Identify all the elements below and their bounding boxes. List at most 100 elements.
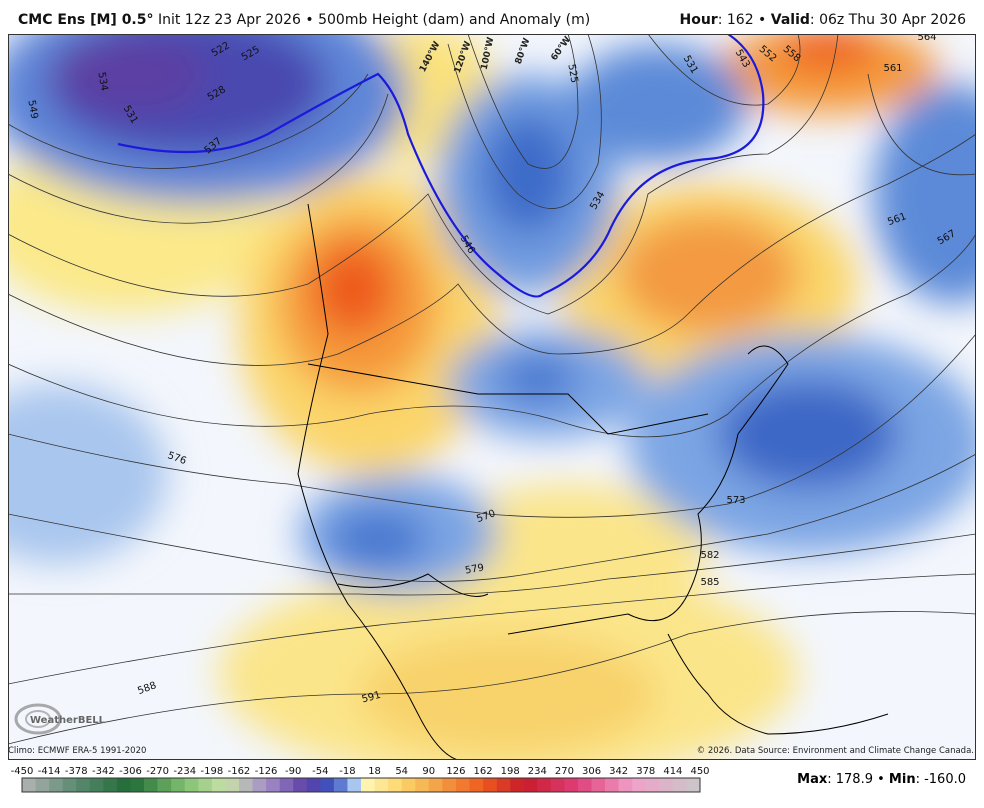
colorbar-label: 18	[368, 766, 381, 777]
colorbar-label: -378	[65, 766, 88, 777]
contour-label: 549	[25, 99, 39, 120]
colorbar-swatch	[198, 778, 213, 792]
contour-label: 525	[565, 63, 579, 84]
colorbar-swatch	[293, 778, 308, 792]
colorbar-label: 234	[528, 766, 547, 777]
colorbar-swatch	[550, 778, 565, 792]
colorbar-swatch	[184, 778, 199, 792]
colorbar-label: 378	[636, 766, 655, 777]
colorbar-swatch	[279, 778, 294, 792]
colorbar-swatch	[171, 778, 186, 792]
header-right: Hour: 162 • Valid: 06z Thu 30 Apr 2026	[680, 12, 967, 28]
hour-value: : 162 •	[717, 12, 771, 28]
contour-label: 585	[700, 577, 719, 588]
colorbar-swatch	[591, 778, 606, 792]
contour-label: 564	[917, 34, 936, 43]
min-value: : -160.0	[915, 772, 966, 787]
colorbar-swatch	[605, 778, 619, 792]
colorbar-swatch	[496, 778, 511, 792]
contour	[467, 34, 579, 169]
colorbar-label: -450	[11, 766, 34, 777]
colorbar-swatch	[388, 778, 402, 792]
colorbar-swatch	[672, 778, 687, 792]
contour	[8, 333, 976, 518]
contour	[8, 573, 976, 685]
colorbar-label: 198	[501, 766, 520, 777]
colorbar-swatch	[116, 778, 131, 792]
colorbar-swatch	[442, 778, 457, 792]
colorbar-swatch	[415, 778, 430, 792]
valid-label: Valid	[770, 12, 810, 28]
colorbar-label: 162	[473, 766, 492, 777]
max-value: : 178.9 •	[827, 772, 889, 787]
contour	[8, 93, 389, 224]
contour	[8, 34, 839, 315]
colorbar-swatch	[686, 778, 701, 792]
colorbar-swatch	[266, 778, 280, 792]
colorbar-label: -90	[285, 766, 301, 777]
colorbar-swatch	[469, 778, 484, 792]
contour-label: 561	[883, 63, 902, 74]
coastline	[667, 633, 889, 735]
colorbar-swatch	[455, 778, 470, 792]
colorbar-label: -342	[92, 766, 115, 777]
max-min: Max: 178.9 • Min: -160.0	[797, 772, 966, 787]
colorbar-label: -126	[255, 766, 278, 777]
min-label: Min	[888, 772, 916, 787]
contour-label: 579	[464, 562, 485, 576]
contour	[8, 73, 369, 169]
colorbar-swatch	[225, 778, 240, 792]
colorbar-swatch	[320, 778, 335, 792]
contour-label: 573	[726, 495, 745, 506]
colorbar-label: 342	[609, 766, 628, 777]
colorbar-swatch	[238, 778, 253, 792]
map-body	[8, 34, 976, 760]
contour	[8, 233, 976, 438]
colorbar-label: -306	[119, 766, 142, 777]
colorbar-swatch	[632, 778, 647, 792]
colorbar-swatch	[76, 778, 91, 792]
colorbar-swatch	[62, 778, 77, 792]
colorbar-swatch	[49, 778, 63, 792]
colorbar-swatch	[428, 778, 443, 792]
hour-label: Hour	[679, 12, 718, 28]
climo-note: Climo: ECMWF ERA-5 1991-2020	[8, 746, 147, 756]
colorbar-swatch	[523, 778, 538, 792]
colorbar-swatch	[361, 778, 375, 792]
colorbar-label: 90	[422, 766, 435, 777]
colorbar-swatch	[618, 778, 633, 792]
colorbar-swatch	[252, 778, 267, 792]
colorbar-frame	[21, 777, 701, 793]
contour	[8, 533, 976, 596]
colorbar-swatch	[483, 778, 497, 792]
run-description: Init 12z 23 Apr 2026 • 500mb Height (dam…	[157, 12, 591, 28]
colorbar-swatch	[510, 778, 525, 792]
copyright: © 2026. Data Source: Environment and Cli…	[696, 746, 974, 756]
coastline	[507, 345, 789, 635]
colorbar-swatch	[659, 778, 674, 792]
colorbar-label: -18	[339, 766, 355, 777]
colorbar-swatch	[211, 778, 226, 792]
colorbar-swatch	[333, 778, 348, 792]
colorbar-label: 270	[555, 766, 574, 777]
colorbar-swatch	[645, 778, 660, 792]
border	[337, 573, 489, 597]
contour	[8, 133, 976, 366]
border	[307, 363, 709, 435]
colorbar-label: -414	[38, 766, 61, 777]
colorbar-swatch	[157, 778, 172, 792]
colorbar-label: 126	[446, 766, 465, 777]
anomaly-shading	[8, 34, 976, 760]
contour	[8, 453, 976, 582]
colorbar-swatch	[401, 778, 416, 792]
colorbar-swatch	[537, 778, 552, 792]
colorbar-swatch	[130, 778, 145, 792]
colorbar-swatch	[103, 778, 118, 792]
colorbar-swatch	[144, 778, 158, 792]
colorbar: -450 -414 -378 -342 -306 -270 -234 -198 -162 -126…	[11, 766, 710, 793]
max-label: Max	[797, 772, 828, 787]
logo-mark	[14, 703, 62, 735]
colorbar-swatch	[22, 778, 36, 792]
contour	[447, 34, 602, 209]
